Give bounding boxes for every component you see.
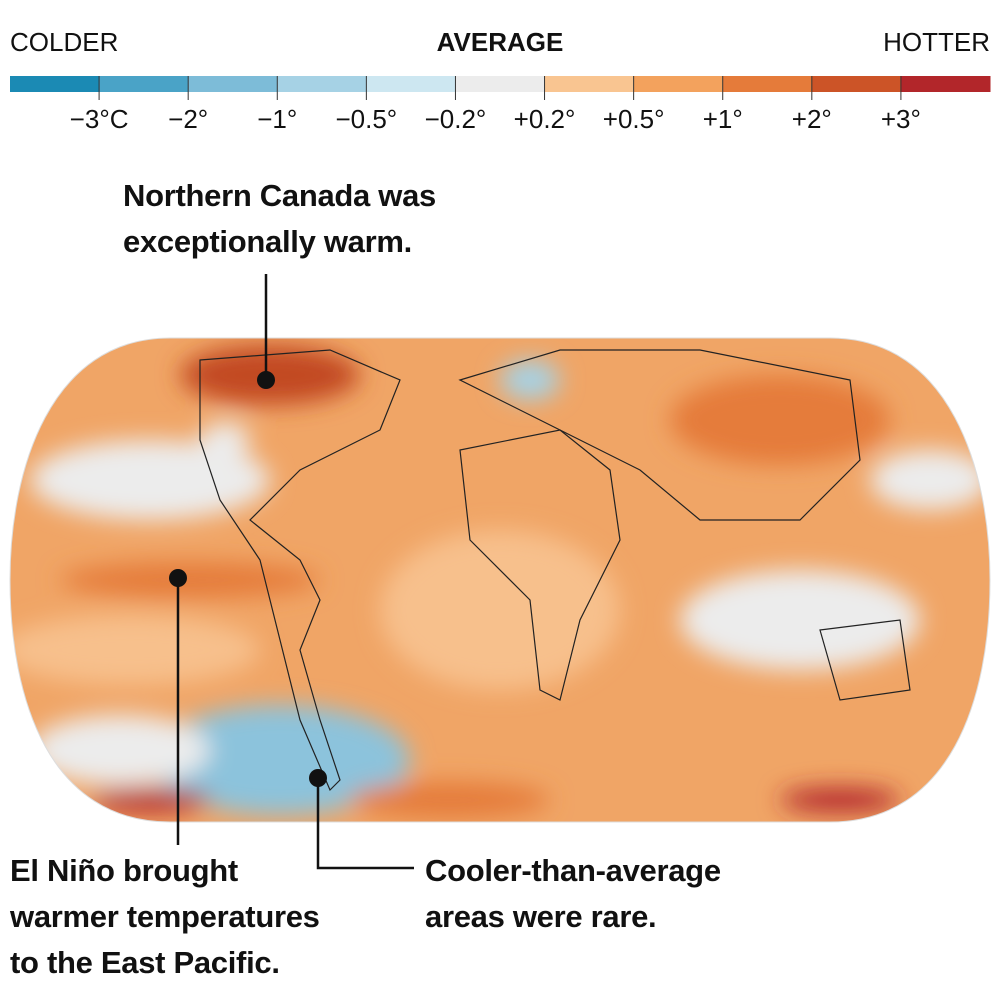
legend-tick-label: +0.5° (603, 104, 665, 134)
legend-tick-label: −2° (168, 104, 208, 134)
annotation-text: exceptionally warm. (123, 224, 412, 259)
legend-tick-label: +0.2° (514, 104, 576, 134)
legend-swatch (811, 76, 902, 92)
map (10, 338, 990, 822)
legend-center-label: AVERAGE (437, 27, 564, 57)
legend-tick-label: +2° (792, 104, 832, 134)
legend-swatch (722, 76, 813, 92)
legend-tick-label: −0.2° (425, 104, 487, 134)
legend-tick-label: −3°C (70, 104, 129, 134)
legend-left-label: COLDER (10, 27, 118, 57)
legend-swatch (544, 76, 635, 92)
annotation-text: Cooler-than-average (425, 853, 721, 888)
legend-swatch (633, 76, 724, 92)
legend-swatch (188, 76, 278, 92)
annotation-dots (169, 371, 327, 787)
legend-tick-label: −1° (257, 104, 297, 134)
annotation-text: warmer temperatures (9, 899, 320, 934)
legend-right-label: HOTTER (883, 27, 990, 57)
coastlines (199, 349, 911, 792)
legend-swatch (277, 76, 367, 92)
annotation-text: to the East Pacific. (10, 945, 280, 980)
legend-swatch (99, 76, 189, 92)
legend-swatch (366, 76, 456, 92)
annotation-text: areas were rare. (425, 899, 656, 934)
legend-swatch (900, 76, 991, 92)
legend-tick-label: +3° (881, 104, 921, 134)
annotation-leaders (176, 274, 414, 870)
legend-tick-label: −0.5° (335, 104, 397, 134)
annotation-text: Northern Canada was (123, 178, 436, 213)
legend-swatch (455, 76, 546, 92)
map-outline (9, 337, 991, 823)
annotation-text: El Niño brought (10, 853, 238, 888)
legend-swatch (10, 76, 100, 92)
legend-tick-label: +1° (703, 104, 743, 134)
